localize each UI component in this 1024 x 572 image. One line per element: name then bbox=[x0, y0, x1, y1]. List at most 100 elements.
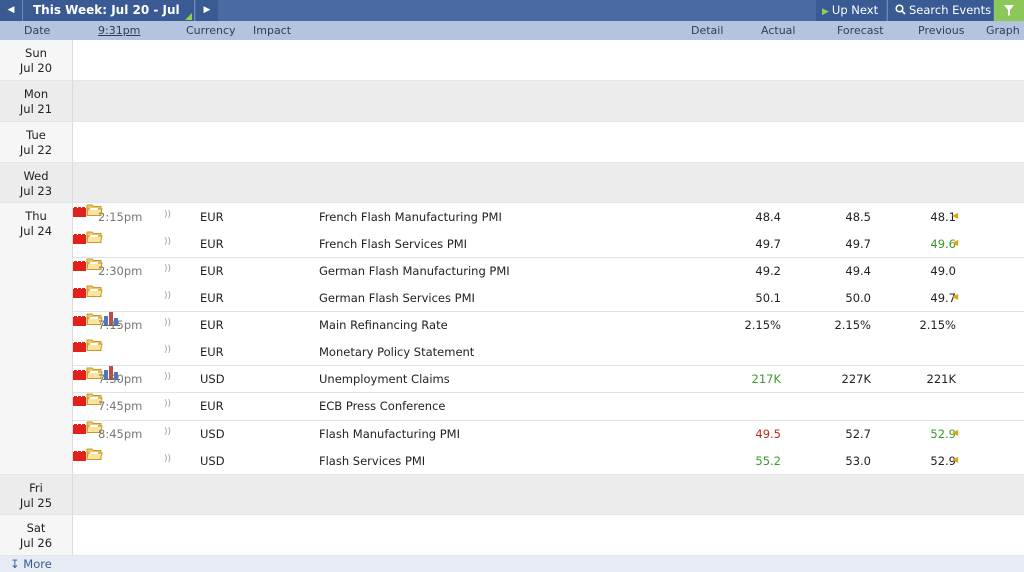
event-forecast: 227K bbox=[841, 372, 872, 386]
day-cell: Fri Jul 25 bbox=[0, 475, 73, 514]
previous-week-button[interactable]: ◀ bbox=[0, 0, 22, 21]
folder-detail-icon[interactable] bbox=[86, 392, 103, 406]
caret-right-icon: ▶ bbox=[203, 5, 211, 15]
event-title[interactable]: ECB Press Conference bbox=[319, 399, 446, 413]
folder-detail-icon[interactable] bbox=[86, 230, 103, 244]
event-forecast: 48.5 bbox=[845, 210, 871, 224]
high-impact-icon[interactable] bbox=[73, 261, 86, 271]
revision-icon[interactable]: ◀ bbox=[952, 428, 959, 437]
event-row[interactable]: )) USD Flash Services PMI 55.2 53.0 52.9 ◀ bbox=[73, 447, 1024, 474]
revision-icon[interactable]: ◀ bbox=[952, 292, 959, 301]
revision-icon[interactable]: ◀ bbox=[952, 238, 959, 247]
event-row[interactable]: 8:45pm)) USD Flash Manufacturing PMI 49.5 52… bbox=[73, 420, 1024, 447]
folder-detail-icon[interactable] bbox=[86, 257, 103, 271]
play-icon: ▶ bbox=[822, 7, 829, 17]
event-row[interactable]: )) EUR German Flash Services PMI 50.1 50.0 49… bbox=[73, 284, 1024, 311]
revision-icon[interactable]: ◀ bbox=[952, 211, 959, 220]
day-date: Jul 26 bbox=[19, 536, 53, 550]
folder-detail-icon[interactable] bbox=[86, 447, 103, 461]
event-title[interactable]: Main Refinancing Rate bbox=[319, 318, 448, 332]
event-previous: 52.9 bbox=[930, 427, 956, 441]
event-row[interactable]: )) EUR French Flash Services PMI 49.7 49.7 49… bbox=[73, 230, 1024, 257]
up-next-button[interactable]: ▶ Up Next bbox=[816, 0, 886, 21]
day-row-tue: Tue Jul 22 bbox=[0, 122, 1024, 163]
filter-button[interactable] bbox=[994, 0, 1024, 21]
folder-detail-icon[interactable] bbox=[86, 312, 103, 326]
event-row[interactable]: 7:15pm)) EUR Main Refinancing Rate 2.15% 2.1… bbox=[73, 311, 1024, 338]
event-currency: EUR bbox=[200, 291, 224, 305]
high-impact-icon[interactable] bbox=[73, 370, 86, 380]
event-currency: EUR bbox=[200, 318, 224, 332]
day-cell: Thu Jul 24 bbox=[0, 203, 73, 474]
high-impact-icon[interactable] bbox=[73, 234, 86, 244]
more-link[interactable]: ↧ More bbox=[0, 556, 1024, 572]
col-detail: Detail bbox=[691, 24, 724, 37]
folder-detail-icon[interactable] bbox=[86, 284, 103, 298]
event-row[interactable]: 7:45pm)) EUR ECB Press Conference bbox=[73, 392, 1024, 419]
folder-detail-icon[interactable] bbox=[86, 366, 103, 380]
high-impact-icon[interactable] bbox=[73, 451, 86, 461]
event-title[interactable]: German Flash Manufacturing PMI bbox=[319, 264, 510, 278]
event-currency: EUR bbox=[200, 264, 224, 278]
event-title[interactable]: German Flash Services PMI bbox=[319, 291, 475, 305]
day-date: Jul 24 bbox=[19, 224, 53, 238]
row-divider bbox=[73, 257, 1024, 258]
folder-detail-icon[interactable] bbox=[86, 203, 103, 217]
folder-detail-icon[interactable] bbox=[86, 338, 103, 352]
day-date: Jul 21 bbox=[19, 102, 53, 116]
col-currency: Currency bbox=[186, 24, 236, 37]
day-date: Jul 25 bbox=[19, 496, 53, 510]
speaker-icon: )) bbox=[164, 291, 172, 301]
current-time-link[interactable]: 9:31pm bbox=[98, 24, 141, 37]
bar-graph-icon[interactable] bbox=[103, 365, 120, 380]
search-icon bbox=[895, 4, 906, 15]
high-impact-icon[interactable] bbox=[73, 207, 86, 217]
event-title[interactable]: Monetary Policy Statement bbox=[319, 345, 475, 359]
high-impact-icon[interactable] bbox=[73, 342, 86, 352]
event-time: 7:45pm bbox=[98, 399, 143, 413]
event-actual: 217K bbox=[751, 372, 782, 386]
event-title[interactable]: Flash Services PMI bbox=[319, 454, 426, 468]
event-currency: EUR bbox=[200, 210, 224, 224]
speaker-icon: )) bbox=[164, 318, 172, 328]
search-events-button[interactable]: Search Events bbox=[887, 0, 993, 21]
day-row-sat: Sat Jul 26 bbox=[0, 515, 1024, 556]
event-row[interactable]: 7:30pm)) USD Unemployment Claims 217K 227K 22… bbox=[73, 365, 1024, 392]
event-title[interactable]: Unemployment Claims bbox=[319, 372, 450, 386]
revision-icon[interactable]: ◀ bbox=[952, 455, 959, 464]
day-name: Mon bbox=[23, 87, 49, 101]
bar-graph-icon[interactable] bbox=[103, 311, 120, 326]
event-time: 7:15pm bbox=[98, 318, 143, 332]
event-actual: 49.2 bbox=[755, 264, 781, 278]
col-actual: Actual bbox=[761, 24, 796, 37]
event-title[interactable]: French Flash Services PMI bbox=[319, 237, 468, 251]
event-currency: USD bbox=[200, 454, 225, 468]
up-next-label: Up Next bbox=[831, 3, 879, 17]
speaker-icon: )) bbox=[164, 237, 172, 247]
high-impact-icon[interactable] bbox=[73, 396, 86, 406]
event-currency: USD bbox=[200, 372, 225, 386]
folder-detail-icon[interactable] bbox=[86, 420, 103, 434]
high-impact-icon[interactable] bbox=[73, 288, 86, 298]
day-row-sun: Sun Jul 20 bbox=[0, 40, 1024, 81]
event-currency: EUR bbox=[200, 399, 224, 413]
event-row[interactable]: 2:15pm)) EUR French Flash Manufacturing PM… bbox=[73, 203, 1024, 230]
event-title[interactable]: Flash Manufacturing PMI bbox=[319, 427, 460, 441]
row-divider bbox=[73, 420, 1024, 421]
speaker-icon: )) bbox=[164, 372, 172, 382]
day-name: Wed bbox=[23, 169, 49, 183]
row-divider bbox=[73, 311, 1024, 312]
event-row[interactable]: 2:30pm)) EUR German Flash Manufacturing PM… bbox=[73, 257, 1024, 284]
day-cell: Sun Jul 20 bbox=[0, 40, 73, 80]
next-week-button[interactable]: ▶ bbox=[196, 0, 218, 21]
column-header-row: Date 9:31pm Currency Impact Detail Actua… bbox=[0, 21, 1024, 40]
event-time: 7:30pm bbox=[98, 372, 143, 386]
high-impact-icon[interactable] bbox=[73, 424, 86, 434]
event-title[interactable]: French Flash Manufacturing PMI bbox=[319, 210, 502, 224]
caret-left-icon: ◀ bbox=[7, 5, 15, 15]
day-cell: Wed Jul 23 bbox=[0, 163, 73, 202]
week-selector[interactable]: This Week: Jul 20 - Jul 26 bbox=[22, 0, 195, 38]
more-label: More bbox=[23, 557, 52, 571]
event-row[interactable]: )) EUR Monetary Policy Statement bbox=[73, 338, 1024, 365]
high-impact-icon[interactable] bbox=[73, 316, 86, 326]
